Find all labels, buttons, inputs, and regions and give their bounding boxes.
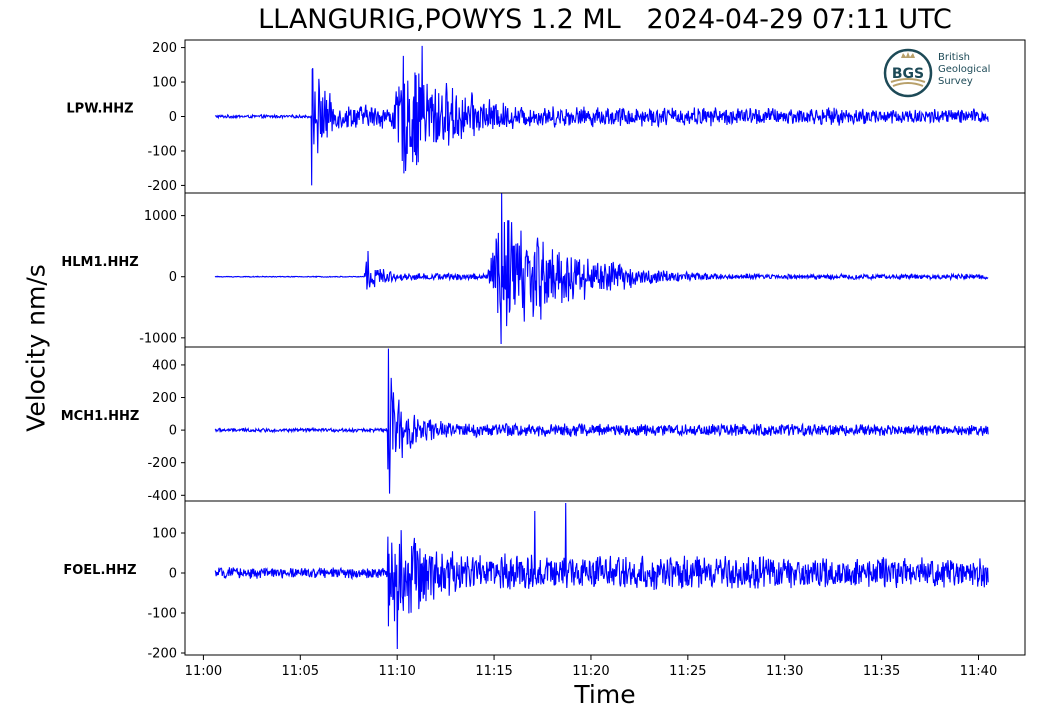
y-tick-label: -1000 [139, 331, 177, 346]
y-tick-label: -200 [147, 647, 177, 662]
station-label-HLM1.HHZ: HLM1.HHZ [61, 255, 138, 270]
bgs-emblem-icon: BGS [883, 48, 933, 98]
y-tick-label: 0 [169, 424, 177, 439]
x-tick-label: 11:20 [572, 664, 609, 679]
station-label-FOEL.HHZ: FOEL.HHZ [63, 563, 136, 578]
x-tick-label: 11:35 [863, 664, 900, 679]
waveform-LPW.HHZ [214, 45, 989, 186]
x-tick-label: 11:10 [378, 664, 415, 679]
y-tick-label: 0 [169, 270, 177, 285]
x-tick-label: 11:30 [766, 664, 803, 679]
logo-line-3: Survey [938, 76, 973, 87]
x-axis-label: Time [574, 680, 636, 709]
y-tick-label: 0 [169, 567, 177, 582]
y-tick-label: 200 [152, 391, 177, 406]
x-tick-label: 11:05 [282, 664, 319, 679]
chart-title: LLANGURIG,POWYS 1.2 ML 2024-04-29 07:11 … [258, 4, 952, 35]
x-tick-label: 11:00 [185, 664, 222, 679]
x-tick-label: 11:40 [960, 664, 997, 679]
y-tick-label: 0 [169, 110, 177, 125]
y-tick-label: -400 [147, 489, 177, 504]
station-label-MCH1.HHZ: MCH1.HHZ [61, 409, 140, 424]
station-label-LPW.HHZ: LPW.HHZ [66, 102, 133, 117]
logo-initials: BGS [892, 66, 924, 82]
y-tick-label: -200 [147, 179, 177, 194]
y-tick-label: 400 [152, 358, 177, 373]
panel-frame-MCH1.HHZ [184, 346, 1026, 502]
logo-line-2: Geological [938, 64, 991, 75]
y-tick-label: -100 [147, 607, 177, 622]
logo-line-1: British [938, 52, 970, 63]
y-tick-label: -200 [147, 456, 177, 471]
y-tick-label: 100 [152, 527, 177, 542]
waveform-MCH1.HHZ [214, 348, 989, 494]
y-tick-label: 100 [152, 76, 177, 91]
waveform-FOEL.HHZ [214, 502, 989, 650]
y-tick-label: -100 [147, 144, 177, 159]
y-tick-label: 200 [152, 41, 177, 56]
bgs-logo: BGS British Geological Survey [882, 46, 1012, 100]
panel-frame-FOEL.HHZ [184, 500, 1026, 656]
y-tick-label: 1000 [144, 209, 177, 224]
waveform-HLM1.HHZ [214, 193, 989, 344]
x-tick-label: 11:15 [475, 664, 512, 679]
x-tick-label: 11:25 [669, 664, 706, 679]
